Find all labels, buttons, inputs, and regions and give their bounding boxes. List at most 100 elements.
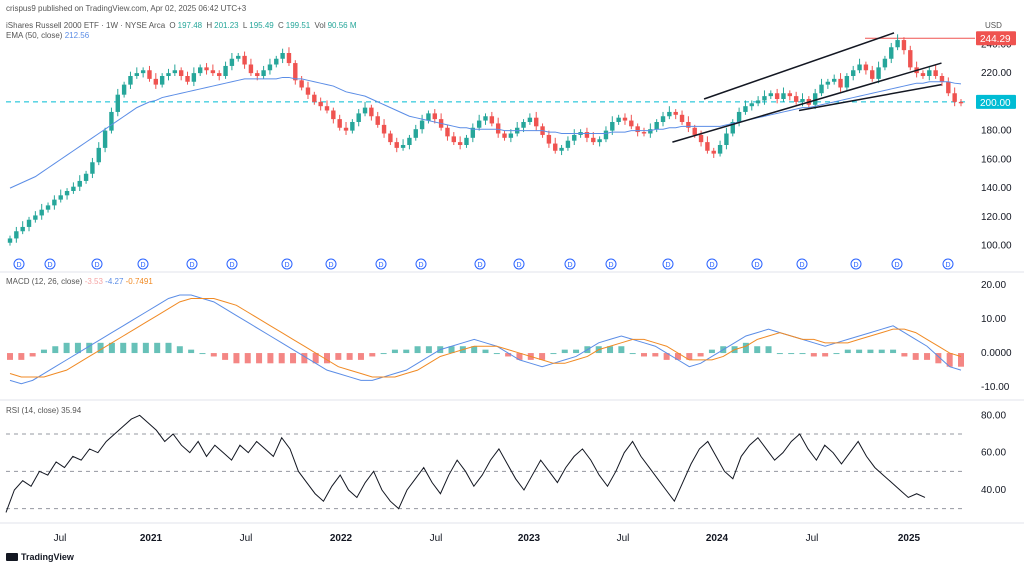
price-candle: [819, 84, 824, 94]
price-candle: [857, 64, 862, 71]
price-candle: [553, 143, 558, 151]
macd-histogram-bar: [222, 353, 229, 360]
macd-histogram-bar: [267, 353, 274, 364]
ohlc-c: 199.51: [285, 21, 311, 30]
macd-histogram-bar: [448, 346, 455, 354]
macd-histogram-bar: [505, 353, 512, 357]
dividend-marker-label: D: [285, 262, 290, 269]
price-candle: [39, 209, 44, 216]
x-axis-tick: Jul: [430, 533, 443, 544]
signal-value: -0.7491: [125, 277, 153, 286]
rsi-legend: RSI (14, close) 35.94: [6, 406, 81, 415]
price-candle: [267, 64, 273, 71]
ohlc-vol: 90.56 M: [327, 21, 357, 30]
price-label-badge: [976, 94, 1016, 109]
macd-histogram-bar: [188, 349, 195, 354]
macd-histogram-bar: [844, 349, 851, 354]
price-candle: [210, 70, 216, 74]
dividend-marker: [325, 258, 337, 270]
price-candle: [565, 140, 571, 148]
dividend-marker-label: D: [48, 262, 53, 269]
macd-histogram-bar: [607, 346, 614, 354]
dividend-marker-label: D: [710, 262, 715, 269]
macd-histogram-bar: [833, 353, 840, 355]
rsi-axis-tick: 40.00: [981, 485, 1006, 496]
price-candle: [793, 96, 799, 102]
dividend-marker-label: D: [568, 262, 573, 269]
macd-histogram-bar: [403, 349, 410, 354]
price-axis-tick: 180.00: [981, 126, 1012, 137]
price-candle: [470, 127, 476, 138]
macd-axis-tick: 10.00: [981, 314, 1006, 325]
price-candle: [419, 120, 425, 130]
price-candle: [362, 107, 368, 114]
dividend-marker-label: D: [895, 262, 900, 269]
price-candle: [502, 133, 507, 138]
price-label-badge: [976, 31, 1016, 46]
price-candle: [274, 58, 279, 65]
channel-lower-line: [798, 83, 942, 112]
macd-histogram-bar: [97, 342, 104, 354]
price-candle: [432, 113, 437, 120]
dividend-marker-label: D: [478, 262, 483, 269]
price-label-text: 244.29: [980, 34, 1011, 45]
price-candle: [958, 101, 964, 104]
macd-histogram-bar: [765, 346, 772, 354]
macd-histogram-bar: [52, 346, 59, 354]
ohlc-l-label: L: [242, 21, 248, 30]
ohlc-o: 197.48: [177, 21, 203, 30]
tradingview-logo: TradingView: [6, 552, 74, 562]
price-candle: [26, 219, 32, 227]
macd-histogram-bar: [776, 353, 783, 355]
macd-histogram-bar: [958, 353, 964, 367]
macd-signal-line: [9, 297, 962, 378]
macd-line: [9, 294, 962, 385]
dividend-marker: [281, 258, 293, 270]
price-candle: [178, 70, 184, 76]
price-candle: [20, 226, 25, 232]
price-candle: [686, 122, 691, 128]
dividend-marker-label: D: [800, 262, 805, 269]
price-candle: [749, 103, 754, 107]
dividend-marker-label: D: [141, 262, 146, 269]
dividend-marker-label: D: [854, 262, 859, 269]
x-axis-tick: 2021: [140, 533, 163, 544]
x-axis-tick: Jul: [240, 533, 253, 544]
macd-histogram-bar: [652, 353, 659, 357]
price-candle: [546, 134, 552, 144]
dividend-marker: [375, 258, 387, 270]
dividend-marker: [796, 258, 808, 270]
dividend-marker: [706, 258, 718, 270]
dividend-marker: [942, 258, 954, 270]
price-candle: [622, 117, 628, 121]
macd-histogram-bar: [256, 353, 263, 364]
price-candle: [356, 113, 361, 122]
macd-histogram-bar: [86, 342, 93, 354]
price-candle: [489, 116, 495, 124]
price-candle: [901, 40, 907, 51]
macd-histogram-bar: [901, 353, 908, 357]
x-axis-tick: 2025: [898, 533, 921, 544]
macd-histogram-bar: [312, 353, 319, 364]
price-candle: [102, 130, 108, 148]
dividend-marker: [415, 258, 427, 270]
price-candle: [863, 64, 869, 71]
price-candle: [407, 137, 412, 145]
macd-axis-tick: 20.00: [981, 280, 1006, 291]
price-candle: [400, 145, 406, 148]
price-candle: [299, 80, 304, 88]
price-candle: [293, 63, 298, 81]
macd-histogram-bar: [686, 353, 693, 360]
macd-histogram-bar: [346, 353, 353, 360]
macd-histogram-bar: [199, 353, 206, 355]
rsi-axis-tick: 80.00: [981, 410, 1006, 421]
price-candle: [394, 142, 399, 148]
price-candle: [248, 64, 254, 74]
ohlc-o-label: O: [169, 21, 176, 30]
price-candle: [413, 129, 418, 138]
price-candle: [698, 134, 704, 143]
price-candle: [838, 78, 843, 88]
macd-axis-tick: -10.00: [981, 382, 1010, 393]
dividend-marker: [137, 258, 149, 270]
